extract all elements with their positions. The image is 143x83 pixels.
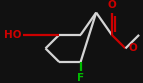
Text: O: O bbox=[107, 0, 116, 10]
Text: F: F bbox=[77, 73, 84, 83]
Text: HO: HO bbox=[4, 30, 21, 40]
Text: O: O bbox=[128, 43, 137, 53]
